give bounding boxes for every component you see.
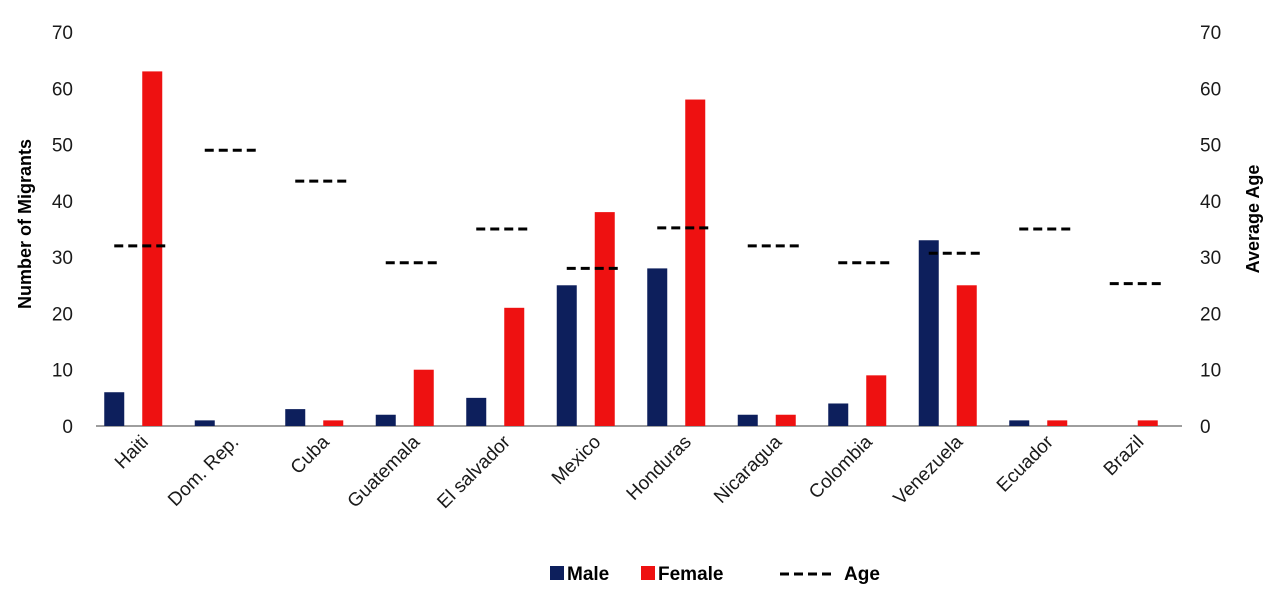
bar-male — [1009, 420, 1030, 426]
legend: Male Female Age — [550, 564, 880, 585]
legend-swatch-male — [550, 566, 564, 580]
bar-male — [647, 268, 668, 426]
bar-male — [285, 409, 306, 426]
bar-male — [918, 240, 939, 426]
category-label: Dom. Rep. — [164, 432, 243, 511]
age-dashes-group — [114, 148, 1164, 286]
y2-tick-label: 30 — [1200, 248, 1221, 269]
bar-female — [866, 375, 887, 426]
y-tick-label: 30 — [52, 248, 73, 269]
category-label: Venezuela — [890, 431, 968, 509]
legend-label-female: Female — [658, 564, 723, 585]
bar-female — [1047, 420, 1068, 426]
bar-female — [504, 307, 525, 426]
category-label: Ecuador — [993, 431, 1058, 496]
bar-female — [142, 71, 163, 427]
bar-male — [466, 397, 487, 426]
category-label: Colombia — [805, 431, 877, 503]
bar-female — [685, 99, 706, 427]
category-label: Mexico — [548, 432, 605, 489]
bar-male — [375, 414, 396, 426]
y2-tick-label: 10 — [1200, 361, 1221, 382]
bar-male — [828, 403, 849, 426]
legend-label-male: Male — [567, 564, 609, 585]
bar-female — [775, 414, 796, 426]
y-tick-label: 60 — [52, 79, 73, 100]
bar-male — [737, 414, 758, 426]
y2-tick-label: 0 — [1200, 417, 1211, 438]
y2-tick-label: 20 — [1200, 304, 1221, 325]
bars-group — [104, 71, 1158, 427]
category-label: Nicaragua — [710, 431, 786, 507]
y2-axis-title: Average Age — [1243, 165, 1263, 274]
category-label: El salvador — [433, 431, 515, 513]
y-tick-label: 0 — [62, 417, 73, 438]
y-tick-label: 20 — [52, 304, 73, 325]
y2-tick-label: 40 — [1200, 192, 1221, 213]
category-label: Honduras — [623, 432, 696, 505]
category-label: Guatemala — [344, 431, 425, 512]
category-label: Brazil — [1100, 432, 1148, 480]
category-label: Cuba — [287, 431, 334, 478]
bar-female — [594, 212, 615, 426]
bar-female — [323, 420, 344, 426]
y-tick-label: 10 — [52, 361, 73, 382]
legend-swatch-female — [641, 566, 655, 580]
category-labels-group: Haiti Dom. Rep. Cuba Guatemala El salvador Me… — [111, 431, 1148, 513]
legend-label-age: Age — [844, 564, 880, 585]
y-tick-label: 50 — [52, 136, 73, 157]
y-tick-label: 40 — [52, 192, 73, 213]
y2-tick-label: 50 — [1200, 136, 1221, 157]
y2-tick-label: 70 — [1200, 23, 1221, 44]
bar-male — [556, 285, 577, 426]
bar-male — [104, 392, 125, 426]
y2-tick-label: 60 — [1200, 79, 1221, 100]
category-label: Haiti — [111, 432, 153, 474]
bar-male — [194, 420, 215, 426]
axes-group: 0 0 10 10 20 20 30 30 40 40 50 50 60 60 70 70 — [52, 23, 1221, 438]
y-axis-title: Number of Migrants — [15, 139, 35, 309]
y-tick-label: 70 — [52, 23, 73, 44]
bar-female — [413, 369, 434, 426]
bar-female — [1137, 420, 1158, 426]
bar-female — [956, 285, 977, 426]
